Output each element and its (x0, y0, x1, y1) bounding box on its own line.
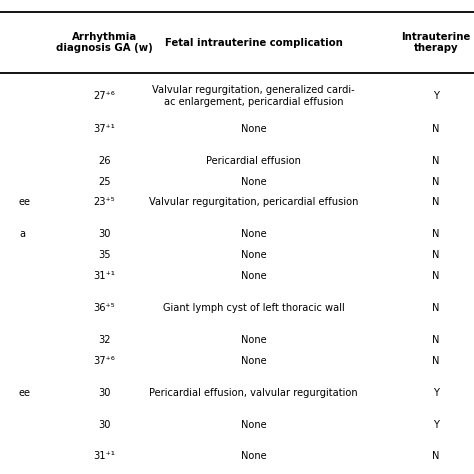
Text: None: None (241, 356, 266, 366)
Text: N: N (432, 176, 440, 187)
Text: None: None (241, 229, 266, 239)
Text: a: a (19, 229, 25, 239)
Text: 26: 26 (98, 155, 110, 165)
Text: Valvular regurgitation, pericardial effusion: Valvular regurgitation, pericardial effu… (149, 198, 358, 208)
Text: 30: 30 (98, 229, 110, 239)
Text: None: None (241, 250, 266, 260)
Text: N: N (432, 124, 440, 134)
Text: N: N (432, 229, 440, 239)
Text: 23⁺⁵: 23⁺⁵ (93, 198, 115, 208)
Text: 37⁺¹: 37⁺¹ (93, 124, 115, 134)
Text: 25: 25 (98, 176, 110, 187)
Text: Arrhythmia
diagnosis GA (w): Arrhythmia diagnosis GA (w) (56, 32, 153, 54)
Text: 35: 35 (98, 250, 110, 260)
Text: 36⁺⁵: 36⁺⁵ (93, 303, 115, 313)
Text: 31⁺¹: 31⁺¹ (93, 271, 115, 281)
Text: Giant lymph cyst of left thoracic wall: Giant lymph cyst of left thoracic wall (163, 303, 345, 313)
Text: 32: 32 (98, 335, 110, 345)
Text: 27⁺⁶: 27⁺⁶ (93, 91, 115, 101)
Text: N: N (432, 271, 440, 281)
Text: Y: Y (433, 419, 439, 429)
Text: N: N (432, 198, 440, 208)
Text: Intrauterine
therapy: Intrauterine therapy (401, 32, 471, 54)
Text: Fetal intrauterine complication: Fetal intrauterine complication (164, 37, 343, 48)
Text: N: N (432, 155, 440, 165)
Text: N: N (432, 451, 440, 461)
Text: Pericardial effusion, valvular regurgitation: Pericardial effusion, valvular regurgita… (149, 388, 358, 398)
Text: None: None (241, 124, 266, 134)
Text: ee: ee (19, 198, 31, 208)
Text: 30: 30 (98, 388, 110, 398)
Text: None: None (241, 271, 266, 281)
Text: None: None (241, 176, 266, 187)
Text: N: N (432, 335, 440, 345)
Text: N: N (432, 356, 440, 366)
Text: N: N (432, 250, 440, 260)
Text: Valvular regurgitation, generalized cardi-
ac enlargement, pericardial effusion: Valvular regurgitation, generalized card… (152, 85, 355, 107)
Text: ee: ee (19, 388, 31, 398)
Text: 30: 30 (98, 419, 110, 429)
Text: None: None (241, 419, 266, 429)
Text: None: None (241, 335, 266, 345)
Text: 31⁺¹: 31⁺¹ (93, 451, 115, 461)
Text: 37⁺⁶: 37⁺⁶ (93, 356, 115, 366)
Text: N: N (432, 303, 440, 313)
Text: None: None (241, 451, 266, 461)
Text: Y: Y (433, 91, 439, 101)
Text: Y: Y (433, 388, 439, 398)
Text: Pericardial effusion: Pericardial effusion (206, 155, 301, 165)
